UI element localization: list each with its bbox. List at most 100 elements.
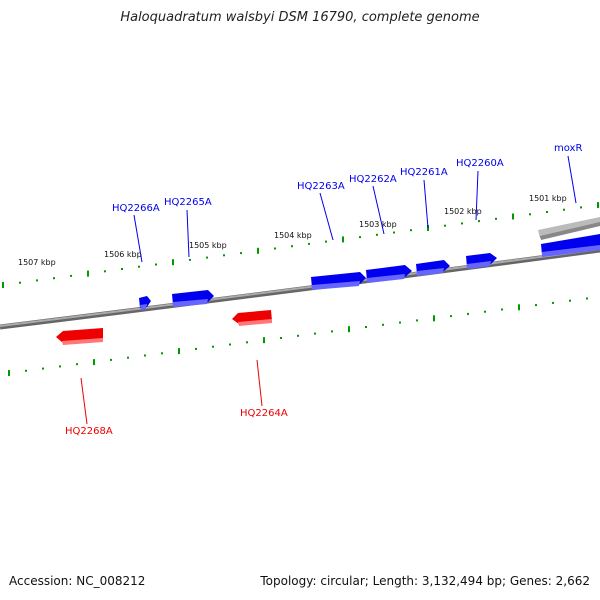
lower-track-tick [331,330,333,333]
gene-labels: HQ2266A HQ2265A HQ2263A HQ2262A HQ2261A … [65,143,582,437]
upper-track-tick [444,224,446,227]
lower-track-tick [399,321,401,324]
upper-track-tick [87,270,89,277]
adjacent-segment-shade [540,222,600,240]
upper-track-tick [529,213,531,216]
lower-track-tick [246,341,248,344]
upper-track-tick [461,222,463,225]
lower-track-tick [467,312,469,315]
upper-track-tick [257,247,259,254]
upper-track-tick [189,258,191,261]
gene-label[interactable]: moxR [554,143,582,154]
lower-track-tick [552,301,554,304]
adjacent-segment [538,217,600,238]
lower-track-tick [416,319,418,322]
gene-hq2268a[interactable] [56,328,103,345]
lower-track-tick [195,347,197,350]
scale-label: 1501 kbp [529,194,567,203]
scale-label: 1507 kbp [18,258,56,267]
upper-track-tick [240,252,242,255]
reverse-gene-track [56,310,272,345]
lower-track-tick [93,359,95,366]
lower-track-tick [569,299,571,302]
upper-track-tick [19,281,21,284]
gene-hq2265a[interactable] [172,290,214,307]
gene-label[interactable]: HQ2263A [297,181,345,192]
scale-labels: 1507 kbp 1506 kbp 1505 kbp 1504 kbp 1503… [18,194,567,267]
lower-tick-track [8,297,588,376]
upper-track-tick [172,259,174,266]
upper-track-tick [342,236,344,243]
gene-hq2263a[interactable] [311,272,366,290]
scale-label: 1505 kbp [189,241,227,250]
genome-title: Haloquadratum walsbyi DSM 16790, complet… [120,10,480,25]
upper-track-tick [478,220,480,223]
gene-hq2264a[interactable] [232,310,272,326]
gene-label[interactable]: HQ2261A [400,167,448,178]
lower-track-tick [8,370,10,376]
gene-hq2266a[interactable] [139,296,151,310]
lower-track-tick [382,323,384,326]
upper-track-tick [597,202,599,209]
lower-track-tick [348,326,350,333]
gene-hq2260a[interactable] [466,253,497,269]
upper-track-tick [274,247,276,250]
lower-track-tick [433,315,435,322]
upper-track-tick [376,233,378,236]
lower-track-tick [535,304,537,307]
scale-label: 1506 kbp [104,250,142,259]
gene-label[interactable]: HQ2264A [240,408,288,419]
lower-track-tick [484,310,486,313]
upper-track-tick [53,277,55,280]
upper-track-tick [393,231,395,234]
lower-track-tick [501,308,503,311]
lower-track-tick [314,332,316,335]
gene-label[interactable]: HQ2265A [164,197,212,208]
lower-track-tick [586,297,588,300]
lower-track-tick [263,337,265,344]
lower-track-tick [297,334,299,337]
lower-track-tick [229,343,231,346]
upper-track-tick [546,211,548,213]
lower-track-tick [280,337,282,339]
upper-tick-track [2,202,599,288]
upper-track-tick [70,274,72,277]
lower-track-tick [76,363,78,366]
upper-track-tick [563,208,565,211]
lower-track-tick [59,365,61,368]
lower-track-tick [127,356,129,359]
genome-backbone-highlight [0,248,600,327]
gene-label[interactable]: HQ2268A [65,426,113,437]
upper-track-tick [138,265,140,268]
upper-track-tick [580,206,582,209]
upper-track-tick [206,256,208,259]
gene-label[interactable]: HQ2266A [112,203,160,214]
lower-track-tick [518,304,520,311]
lower-track-tick [25,369,27,372]
upper-track-tick [291,245,293,248]
scale-label: 1503 kbp [359,220,397,229]
accession-text: Accession: NC_008212 [9,574,146,588]
lower-track-tick [178,348,180,355]
upper-track-tick [410,229,412,232]
gene-moxr[interactable] [541,234,600,257]
gene-label[interactable]: HQ2260A [456,158,504,169]
upper-track-tick [308,242,310,245]
scale-label: 1502 kbp [444,207,482,216]
lower-track-tick [42,367,44,370]
gene-hq2262a[interactable] [366,265,412,283]
lower-track-tick [144,354,146,357]
gene-label[interactable]: HQ2262A [349,174,397,185]
upper-track-tick [36,279,38,282]
upper-track-tick [155,263,157,266]
upper-track-tick [104,270,106,273]
lower-track-tick [110,358,112,361]
gene-hq2261a[interactable] [416,260,450,276]
genome-summary-text: Topology: circular; Length: 3,132,494 bp… [260,574,590,588]
lower-track-tick [161,352,163,355]
forward-gene-track [139,234,600,310]
scale-label: 1504 kbp [274,231,312,240]
lower-track-tick [212,345,214,348]
upper-track-tick [512,213,514,220]
